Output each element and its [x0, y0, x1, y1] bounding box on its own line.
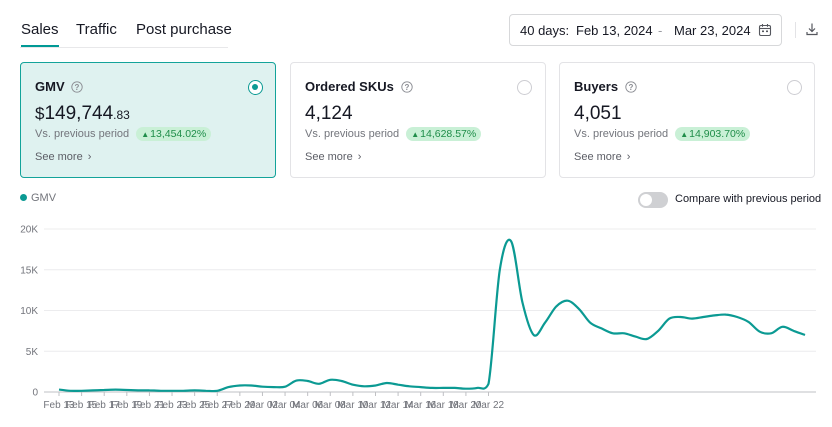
y-tick-label: 15K — [20, 265, 38, 276]
y-tick-label: 0 — [32, 388, 38, 399]
gmv-series-line — [58, 238, 806, 393]
change-badge: ▲14,903.70% — [675, 127, 751, 141]
chart-legend: GMV — [20, 192, 56, 204]
x-tick-label: Mar 14 — [383, 400, 415, 411]
svg-text:?: ? — [628, 83, 633, 92]
change-value: 13,454.02% — [150, 128, 207, 140]
arrow-up-icon: ▲ — [680, 130, 689, 139]
metric-radio[interactable] — [517, 80, 532, 95]
x-tick-label: Feb 23 — [156, 400, 188, 411]
download-icon[interactable] — [805, 22, 819, 36]
metric-compare: Vs. previous period ▲14,628.57% — [305, 127, 482, 141]
metric-value: 4,051 — [574, 103, 622, 125]
compare-toggle-label: Compare with previous period — [675, 193, 822, 205]
metric-value-main: 4,124 — [305, 103, 353, 124]
compare-toggle[interactable] — [638, 192, 668, 208]
metric-value: 4,124 — [305, 103, 353, 125]
x-tick-label: Feb 25 — [179, 400, 211, 411]
y-tick-label: 5K — [26, 347, 39, 358]
svg-text:?: ? — [75, 83, 80, 92]
x-tick-label: Mar 06 — [292, 400, 324, 411]
x-tick-label: Feb 19 — [111, 400, 143, 411]
see-more-label: See more — [305, 151, 353, 163]
x-tick-label: Feb 27 — [202, 400, 234, 411]
x-tick-label: Mar 02 — [247, 400, 279, 411]
date-range-picker[interactable]: 40 days: Feb 13, 2024 - Mar 23, 2024 — [509, 14, 782, 46]
change-value: 14,628.57% — [420, 128, 477, 140]
legend-label: GMV — [31, 192, 57, 204]
calendar-icon — [758, 24, 772, 37]
metric-card-title: GMV ? — [35, 79, 83, 94]
x-tick-label: Feb 29 — [224, 400, 256, 411]
metric-title-text: Buyers — [574, 79, 619, 94]
x-tick-label: Mar 08 — [315, 400, 347, 411]
x-tick-label: Feb 21 — [134, 400, 166, 411]
metric-title-text: Ordered SKUs — [305, 79, 394, 94]
x-tick-label: Mar 18 — [428, 400, 460, 411]
metric-radio-selected[interactable] — [248, 80, 263, 95]
metric-card-gmv[interactable]: GMV ? $149,744.83 Vs. previous period ▲1… — [20, 62, 276, 178]
metric-card-title: Buyers ? — [574, 79, 637, 94]
arrow-up-icon: ▲ — [411, 130, 420, 139]
chevron-right-icon: › — [87, 151, 92, 163]
date-range-separator: - — [658, 23, 663, 38]
x-tick-label: Feb 17 — [89, 400, 121, 411]
see-more-label: See more — [35, 151, 83, 163]
metric-title-text: GMV — [35, 79, 65, 94]
see-more-link[interactable]: See more › — [305, 151, 361, 163]
toolbar-divider — [795, 22, 796, 38]
change-badge: ▲13,454.02% — [136, 127, 212, 141]
x-tick-label: Feb 13 — [43, 400, 75, 411]
change-badge: ▲14,628.57% — [406, 127, 482, 141]
x-tick-label: Mar 22 — [473, 400, 505, 411]
arrow-up-icon: ▲ — [141, 130, 150, 139]
metric-card-title: Ordered SKUs ? — [305, 79, 413, 94]
question-icon[interactable]: ? — [400, 81, 413, 93]
metric-compare: Vs. previous period ▲14,903.70% — [574, 127, 751, 141]
date-range-prefix: 40 days: — [520, 23, 570, 38]
y-tick-label: 10K — [20, 306, 38, 317]
question-icon[interactable]: ? — [71, 81, 83, 93]
x-tick-label: Mar 16 — [405, 400, 437, 411]
date-range-start: Feb 13, 2024 — [576, 23, 653, 38]
chevron-right-icon: › — [357, 151, 362, 163]
compare-label: Vs. previous period — [305, 128, 400, 140]
y-tick-label: 20K — [20, 225, 38, 236]
compare-label: Vs. previous period — [35, 128, 130, 140]
question-icon[interactable]: ? — [625, 81, 637, 93]
legend-dot-icon — [20, 194, 27, 201]
see-more-link[interactable]: See more › — [35, 151, 91, 163]
x-tick-label: Mar 04 — [269, 400, 301, 411]
metric-card-buyers[interactable]: Buyers ? 4,051 Vs. previous period ▲14,9… — [559, 62, 815, 178]
metric-currency: $ — [35, 104, 45, 123]
compare-label: Vs. previous period — [574, 128, 669, 140]
tab-post-purchase[interactable]: Post purchase — [136, 21, 232, 38]
tab-traffic[interactable]: Traffic — [76, 21, 117, 38]
x-tick-label: Mar 10 — [337, 400, 369, 411]
see-more-label: See more — [574, 151, 622, 163]
metric-value-decimals: .83 — [113, 108, 130, 122]
x-tick-label: Mar 20 — [450, 400, 482, 411]
metric-card-ordered-skus[interactable]: Ordered SKUs ? 4,124 Vs. previous period… — [290, 62, 546, 178]
svg-text:?: ? — [404, 83, 409, 92]
tab-sales[interactable]: Sales — [21, 21, 59, 47]
x-tick-label: Mar 12 — [360, 400, 392, 411]
tab-bar: Sales Traffic Post purchase — [20, 14, 232, 48]
chevron-right-icon: › — [626, 151, 631, 163]
see-more-link[interactable]: See more › — [574, 151, 630, 163]
metric-value-main: 4,051 — [574, 103, 622, 124]
x-tick-label: Feb 15 — [66, 400, 98, 411]
metric-value-main: 149,744 — [44, 103, 114, 124]
date-range-end: Mar 23, 2024 — [674, 23, 751, 38]
metric-radio[interactable] — [787, 80, 802, 95]
metric-compare: Vs. previous period ▲13,454.02% — [35, 127, 212, 141]
metric-value: $149,744.83 — [35, 103, 130, 125]
change-value: 14,903.70% — [689, 128, 746, 140]
